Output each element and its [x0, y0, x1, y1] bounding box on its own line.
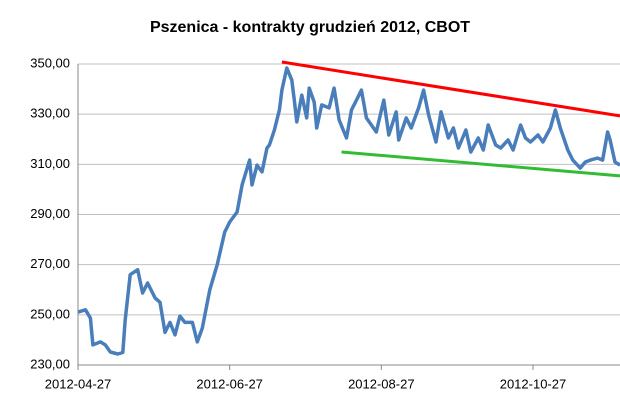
x-tick-label: 2012-08-27	[348, 376, 415, 391]
line	[77, 66, 620, 356]
y-tick-label: 250,00	[30, 306, 70, 321]
chart-title: Pszenica - kontrakty grudzień 2012, CBOT	[150, 19, 470, 36]
y-tick-label: 290,00	[30, 206, 70, 221]
y-tick-label: 310,00	[30, 156, 70, 171]
y-tick-label: 230,00	[30, 356, 70, 371]
x-tick-label: 2012-06-27	[196, 376, 263, 391]
line	[281, 60, 620, 118]
x-tick-label: 2012-10-27	[500, 376, 567, 391]
y-tick-label: 270,00	[30, 256, 70, 271]
x-tick-label: 2012-04-27	[45, 376, 112, 391]
y-tick-label: 330,00	[30, 106, 70, 121]
line	[341, 150, 620, 178]
y-tick-label: 350,00	[30, 55, 70, 70]
